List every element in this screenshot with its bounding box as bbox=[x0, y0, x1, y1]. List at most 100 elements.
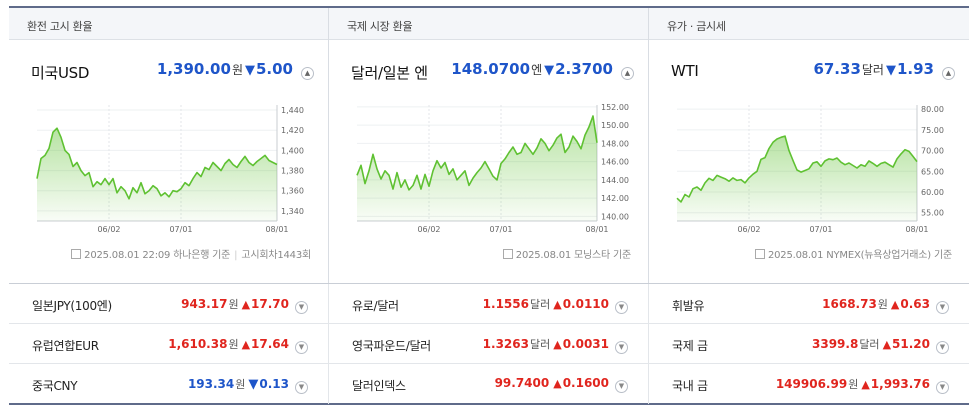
up-triangle-icon: ▲ bbox=[241, 338, 251, 351]
item-value: 943.17 bbox=[181, 297, 228, 311]
item-change: 0.0031 bbox=[562, 337, 609, 351]
y-tick-label: 152.00 bbox=[601, 103, 629, 112]
item-unit: 원 bbox=[848, 378, 859, 391]
y-tick-label: 1,340 bbox=[281, 207, 304, 216]
source-note: 2025.08.01 모닝스타 기준 bbox=[502, 246, 631, 261]
panel-market: 국제 시장 환율 달러/일본 엔 148.0700 엔 ▼ 2.3700 ▲ 1… bbox=[329, 8, 649, 283]
item-value: 1,610.38 bbox=[168, 337, 228, 351]
panel-header[interactable]: 유가 · 금시세 bbox=[649, 8, 969, 40]
item-name: 유로/달러 bbox=[352, 299, 399, 313]
quote-unit: 달러 bbox=[861, 63, 884, 77]
panel-commodity: 유가 · 금시세 WTI 67.33 달러 ▼ 1.93 ▲ 80.00 75.0… bbox=[649, 8, 969, 283]
item-change: 0.63 bbox=[900, 297, 930, 311]
y-tick-label: 80.00 bbox=[921, 105, 944, 114]
series-line bbox=[36, 127, 278, 200]
panel-header[interactable]: 환전 고시 환율 bbox=[9, 8, 328, 40]
quote-item[interactable]: 달러인덱스 99.7400 ▲ 0.1600 ▼ bbox=[329, 364, 649, 404]
down-triangle-icon: ▼ bbox=[885, 63, 896, 78]
item-name: 영국파운드/달러 bbox=[352, 339, 431, 353]
down-chevron-icon[interactable]: ▼ bbox=[936, 381, 949, 394]
y-tick-label: 146.00 bbox=[601, 158, 629, 167]
down-triangle-icon: ▼ bbox=[544, 63, 555, 78]
down-chevron-icon[interactable]: ▼ bbox=[936, 301, 949, 314]
quote-item[interactable]: 휘발유 1668.73 원 ▲ 0.63 ▼ bbox=[649, 284, 969, 324]
document-icon bbox=[71, 249, 82, 259]
commodity-chart: 80.00 75.00 70.00 65.00 60.00 55.00 06/02 07/01… bbox=[676, 105, 944, 234]
source-note: 2025.08.01 NYMEX(뉴욕상업거래소) 기준 bbox=[754, 246, 952, 261]
quote-change: 5.00 bbox=[255, 60, 293, 78]
quote-item[interactable]: 국내 금 149906.99 원 ▲ 1,993.76 ▼ bbox=[649, 364, 969, 404]
x-tick-label: 06/02 bbox=[97, 225, 120, 234]
y-tick-label: 65.00 bbox=[921, 167, 944, 176]
main-quote: 미국USD 1,390.00 원 ▼ 5.00 ▲ bbox=[31, 60, 314, 84]
panel-exchange: 환전 고시 환율 미국USD 1,390.00 원 ▼ 5.00 ▲ 1,440… bbox=[9, 8, 329, 283]
series-area bbox=[37, 128, 277, 221]
quote-item[interactable]: 영국파운드/달러 1.3263 달러 ▲ 0.0031 ▼ bbox=[329, 324, 649, 364]
item-value: 1668.73 bbox=[822, 297, 877, 311]
y-tick-label: 1,420 bbox=[281, 126, 304, 135]
item-name: 국제 금 bbox=[672, 339, 708, 353]
item-unit: 달러 bbox=[529, 298, 551, 311]
quote-rows: 일본JPY(100엔) 943.17 원 ▲ 17.70 ▼ 유로/달러 1.1556 달… bbox=[9, 283, 969, 405]
series-area bbox=[357, 116, 597, 221]
item-unit: 달러 bbox=[529, 338, 551, 351]
up-chevron-icon[interactable]: ▲ bbox=[942, 67, 955, 80]
table-row: 일본JPY(100엔) 943.17 원 ▲ 17.70 ▼ 유로/달러 1.1556 달… bbox=[9, 284, 969, 324]
y-tick-label: 148.00 bbox=[601, 139, 629, 148]
quote-item[interactable]: 유럽연합EUR 1,610.38 원 ▲ 17.64 ▼ bbox=[9, 324, 329, 364]
y-tick-label: 70.00 bbox=[921, 147, 944, 156]
panel-header[interactable]: 국제 시장 환율 bbox=[329, 8, 648, 40]
series-line bbox=[356, 115, 598, 191]
document-icon bbox=[754, 249, 765, 259]
x-tick-label: 07/01 bbox=[489, 225, 512, 234]
y-tick-label: 1,380 bbox=[281, 167, 304, 176]
up-triangle-icon: ▲ bbox=[890, 298, 900, 311]
down-chevron-icon[interactable]: ▼ bbox=[295, 341, 308, 354]
source-extra: 고시회차1443회 bbox=[241, 250, 311, 261]
quote-item[interactable]: 중국CNY 193.34 원 ▼ 0.13 ▼ bbox=[9, 364, 329, 404]
main-quote: WTI 67.33 달러 ▼ 1.93 ▲ bbox=[671, 60, 955, 84]
y-tick-label: 60.00 bbox=[921, 188, 944, 197]
quote-change: 1.93 bbox=[896, 60, 934, 78]
up-triangle-icon: ▲ bbox=[553, 338, 562, 351]
quote-item[interactable]: 국제 금 3399.8 달러 ▲ 51.20 ▼ bbox=[649, 324, 969, 364]
y-tick-label: 142.00 bbox=[601, 194, 629, 203]
source-note: 2025.08.01 22:09 하나은행 기준 | 고시회차1443회 bbox=[71, 246, 311, 261]
quote-name[interactable]: 미국USD bbox=[31, 64, 90, 82]
table-row: 유럽연합EUR 1,610.38 원 ▲ 17.64 ▼ 영국파운드/달러 1.3263… bbox=[9, 324, 969, 364]
x-tick-label: 08/01 bbox=[265, 225, 288, 234]
y-tick-label: 140.00 bbox=[601, 212, 629, 221]
x-tick-label: 07/01 bbox=[169, 225, 192, 234]
up-chevron-icon[interactable]: ▲ bbox=[301, 67, 314, 80]
quote-name[interactable]: WTI bbox=[671, 62, 699, 80]
item-change: 51.20 bbox=[892, 337, 930, 351]
x-tick-label: 07/01 bbox=[809, 225, 832, 234]
x-tick-label: 08/01 bbox=[585, 225, 608, 234]
down-chevron-icon[interactable]: ▼ bbox=[295, 381, 308, 394]
item-unit: 원 bbox=[877, 298, 888, 311]
item-unit: 원 bbox=[228, 298, 239, 311]
up-triangle-icon: ▲ bbox=[882, 338, 892, 351]
item-name: 중국CNY bbox=[32, 379, 78, 393]
down-chevron-icon[interactable]: ▼ bbox=[615, 341, 628, 354]
y-tick-label: 1,440 bbox=[281, 106, 304, 115]
up-triangle-icon: ▲ bbox=[241, 298, 251, 311]
x-tick-label: 06/02 bbox=[737, 225, 760, 234]
quote-name[interactable]: 달러/일본 엔 bbox=[351, 64, 428, 82]
quote-item[interactable]: 일본JPY(100엔) 943.17 원 ▲ 17.70 ▼ bbox=[9, 284, 329, 324]
quote-value: 1,390.00 bbox=[156, 60, 231, 78]
market-chart: 152.00 150.00 148.00 146.00 144.00 142.00 140.… bbox=[356, 103, 629, 234]
down-chevron-icon[interactable]: ▼ bbox=[615, 301, 628, 314]
finance-widget: 환전 고시 환율 미국USD 1,390.00 원 ▼ 5.00 ▲ 1,440… bbox=[9, 6, 969, 405]
item-change: 17.70 bbox=[251, 297, 289, 311]
quote-item[interactable]: 유로/달러 1.1556 달러 ▲ 0.0110 ▼ bbox=[329, 284, 649, 324]
up-chevron-icon[interactable]: ▲ bbox=[621, 67, 634, 80]
source-text: 2025.08.01 모닝스타 기준 bbox=[515, 250, 631, 261]
item-unit: 원 bbox=[235, 378, 246, 391]
quote-unit: 원 bbox=[231, 63, 243, 77]
x-tick-label: 06/02 bbox=[417, 225, 440, 234]
down-chevron-icon[interactable]: ▼ bbox=[936, 341, 949, 354]
down-chevron-icon[interactable]: ▼ bbox=[615, 380, 628, 393]
item-change: 1,993.76 bbox=[870, 377, 930, 391]
down-chevron-icon[interactable]: ▼ bbox=[295, 301, 308, 314]
